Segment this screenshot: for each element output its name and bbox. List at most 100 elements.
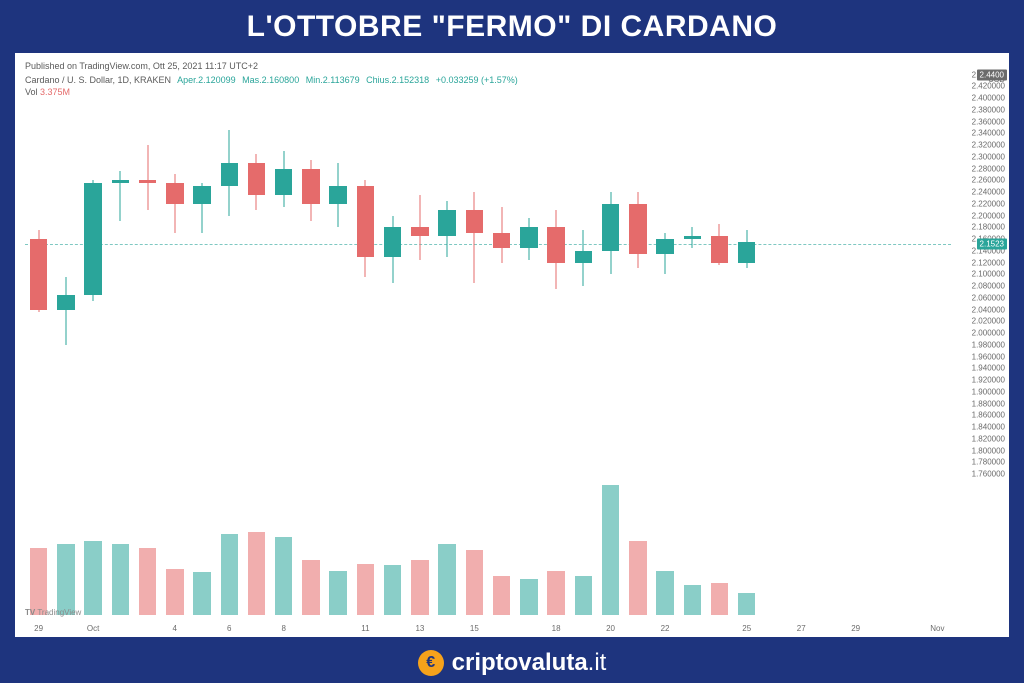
frame: L'OTTOBRE "FERMO" DI CARDANO Published o… — [0, 0, 1024, 683]
candle — [466, 75, 483, 475]
volume-bar — [738, 593, 755, 614]
volume-bar — [575, 576, 592, 615]
y-tick: 2.240000 — [972, 188, 1005, 197]
y-tick: 2.420000 — [972, 82, 1005, 91]
candle — [520, 75, 537, 475]
y-tick: 2.200000 — [972, 211, 1005, 220]
candle — [30, 75, 47, 475]
candle-body — [275, 169, 292, 195]
volume-bar — [602, 485, 619, 615]
candle — [411, 75, 428, 475]
y-tick: 2.340000 — [972, 129, 1005, 138]
volume-bar — [166, 569, 183, 615]
candle-body — [547, 227, 564, 262]
candle-body — [329, 186, 346, 204]
candle — [547, 75, 564, 475]
candle — [493, 75, 510, 475]
candle-body — [738, 242, 755, 263]
x-tick: 29 — [851, 624, 860, 633]
x-tick: Nov — [930, 624, 944, 633]
candle — [629, 75, 646, 475]
volume-bar — [275, 537, 292, 614]
candle-body — [520, 227, 537, 248]
candle-body — [357, 186, 374, 257]
candle — [221, 75, 238, 475]
candle-body — [656, 239, 673, 254]
y-tick: 2.180000 — [972, 223, 1005, 232]
candle-wick — [65, 277, 66, 345]
y-tick: 2.280000 — [972, 164, 1005, 173]
y-tick: 1.880000 — [972, 399, 1005, 408]
candle — [384, 75, 401, 475]
y-tick: 2.020000 — [972, 317, 1005, 326]
volume-bar — [139, 548, 156, 615]
euro-icon: € — [418, 650, 444, 676]
volume-bar — [30, 548, 47, 615]
x-tick: 4 — [173, 624, 177, 633]
footer-brand: € criptovaluta.it — [418, 649, 607, 677]
candle — [329, 75, 346, 475]
candle-body — [493, 233, 510, 248]
y-tick: 1.900000 — [972, 387, 1005, 396]
y-tick: 2.260000 — [972, 176, 1005, 185]
candle — [84, 75, 101, 475]
plot-area — [25, 75, 951, 615]
volume-bar — [711, 583, 728, 615]
candle-body — [684, 236, 701, 239]
volume-bar — [57, 544, 74, 614]
candle-body — [302, 169, 319, 204]
y-tick: 2.000000 — [972, 329, 1005, 338]
x-axis: 29Oct468111315182022252729Nov — [25, 619, 951, 633]
y-tick: 1.760000 — [972, 470, 1005, 479]
x-tick: 13 — [415, 624, 424, 633]
candle — [738, 75, 755, 475]
chart-panel: Published on TradingView.com, Ott 25, 20… — [15, 53, 1009, 637]
y-tick: 1.820000 — [972, 434, 1005, 443]
volume-bar — [112, 544, 129, 614]
candle — [602, 75, 619, 475]
y-tick: 2.120000 — [972, 258, 1005, 267]
x-tick: 11 — [361, 624, 369, 633]
candle-body — [166, 183, 183, 204]
tradingview-mark: TV TradingView — [25, 608, 81, 617]
y-tick: 2.380000 — [972, 105, 1005, 114]
volume-bar — [411, 560, 428, 615]
candle — [302, 75, 319, 475]
candle-body — [575, 251, 592, 263]
y-tick: 2.400000 — [972, 94, 1005, 103]
candle — [438, 75, 455, 475]
footer: € criptovaluta.it — [0, 649, 1024, 677]
candle — [656, 75, 673, 475]
x-tick: 22 — [661, 624, 670, 633]
y-price-tag: 2.1523 — [977, 238, 1007, 249]
candle — [139, 75, 156, 475]
candle-body — [112, 180, 129, 183]
published-line: Published on TradingView.com, Ott 25, 20… — [25, 61, 258, 71]
candle — [57, 75, 74, 475]
candle-body — [193, 186, 210, 204]
y-tick: 2.320000 — [972, 141, 1005, 150]
y-tick: 1.800000 — [972, 446, 1005, 455]
x-tick: Oct — [87, 624, 99, 633]
candle — [248, 75, 265, 475]
y-axis: USD 1.7600001.7800001.8000001.8200001.84… — [953, 75, 1007, 615]
volume-bar — [221, 534, 238, 615]
candle — [357, 75, 374, 475]
x-tick: 6 — [227, 624, 231, 633]
page-title: L'OTTOBRE "FERMO" DI CARDANO — [6, 6, 1018, 53]
y-tick: 2.360000 — [972, 117, 1005, 126]
volume-bar — [84, 541, 101, 615]
x-tick: 8 — [282, 624, 286, 633]
y-tick: 2.040000 — [972, 305, 1005, 314]
candle-body — [384, 227, 401, 256]
y-tick: 2.300000 — [972, 152, 1005, 161]
y-tick: 2.100000 — [972, 270, 1005, 279]
volume-bar — [466, 550, 483, 615]
y-tick: 2.060000 — [972, 293, 1005, 302]
candle-body — [711, 236, 728, 262]
y-tick: 1.940000 — [972, 364, 1005, 373]
footer-bold: criptovaluta — [452, 649, 588, 676]
candle-body — [221, 163, 238, 187]
volume-bar — [193, 572, 210, 614]
candle-wick — [474, 192, 475, 283]
